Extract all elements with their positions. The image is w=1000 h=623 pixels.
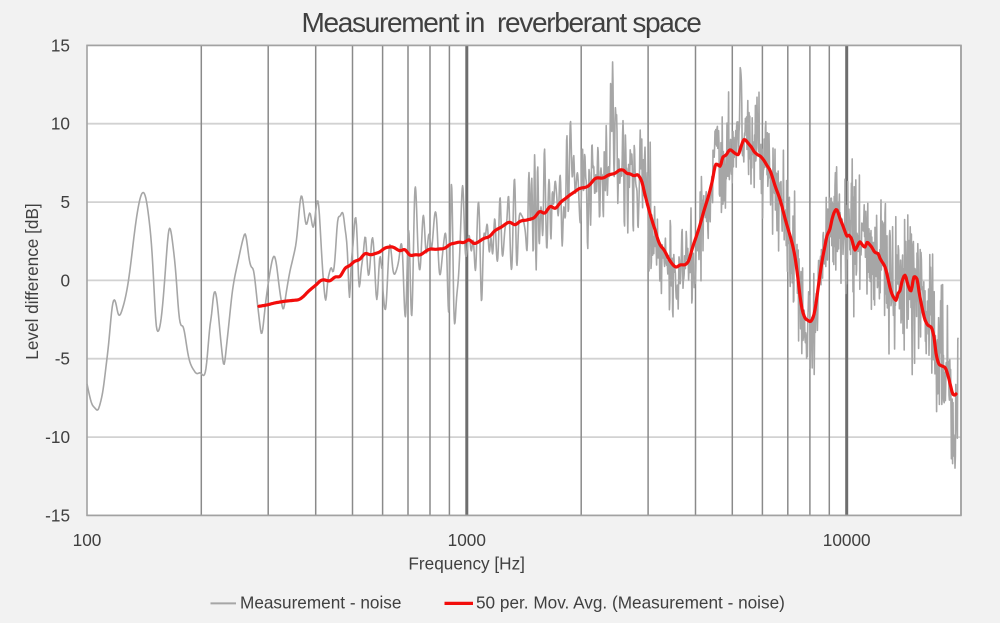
svg-text:Measurement - noise: Measurement - noise bbox=[240, 593, 401, 613]
svg-text:10: 10 bbox=[51, 114, 70, 134]
svg-text:-5: -5 bbox=[55, 349, 70, 369]
svg-text:-10: -10 bbox=[45, 427, 70, 447]
svg-text:Level difference [dB]: Level difference [dB] bbox=[22, 203, 42, 359]
svg-text:Frequency [Hz]: Frequency [Hz] bbox=[408, 554, 525, 574]
svg-text:15: 15 bbox=[51, 35, 70, 55]
svg-text:50 per. Mov. Avg. (Measurement: 50 per. Mov. Avg. (Measurement - noise) bbox=[476, 593, 785, 613]
svg-text:-15: -15 bbox=[45, 505, 70, 525]
svg-text:10000: 10000 bbox=[823, 530, 871, 550]
svg-text:100: 100 bbox=[73, 530, 102, 550]
svg-text:Measurement in reverberant sp: Measurement in reverberant space bbox=[301, 7, 701, 38]
svg-text:1000: 1000 bbox=[448, 530, 486, 550]
svg-text:0: 0 bbox=[60, 270, 70, 290]
svg-text:5: 5 bbox=[60, 192, 70, 212]
